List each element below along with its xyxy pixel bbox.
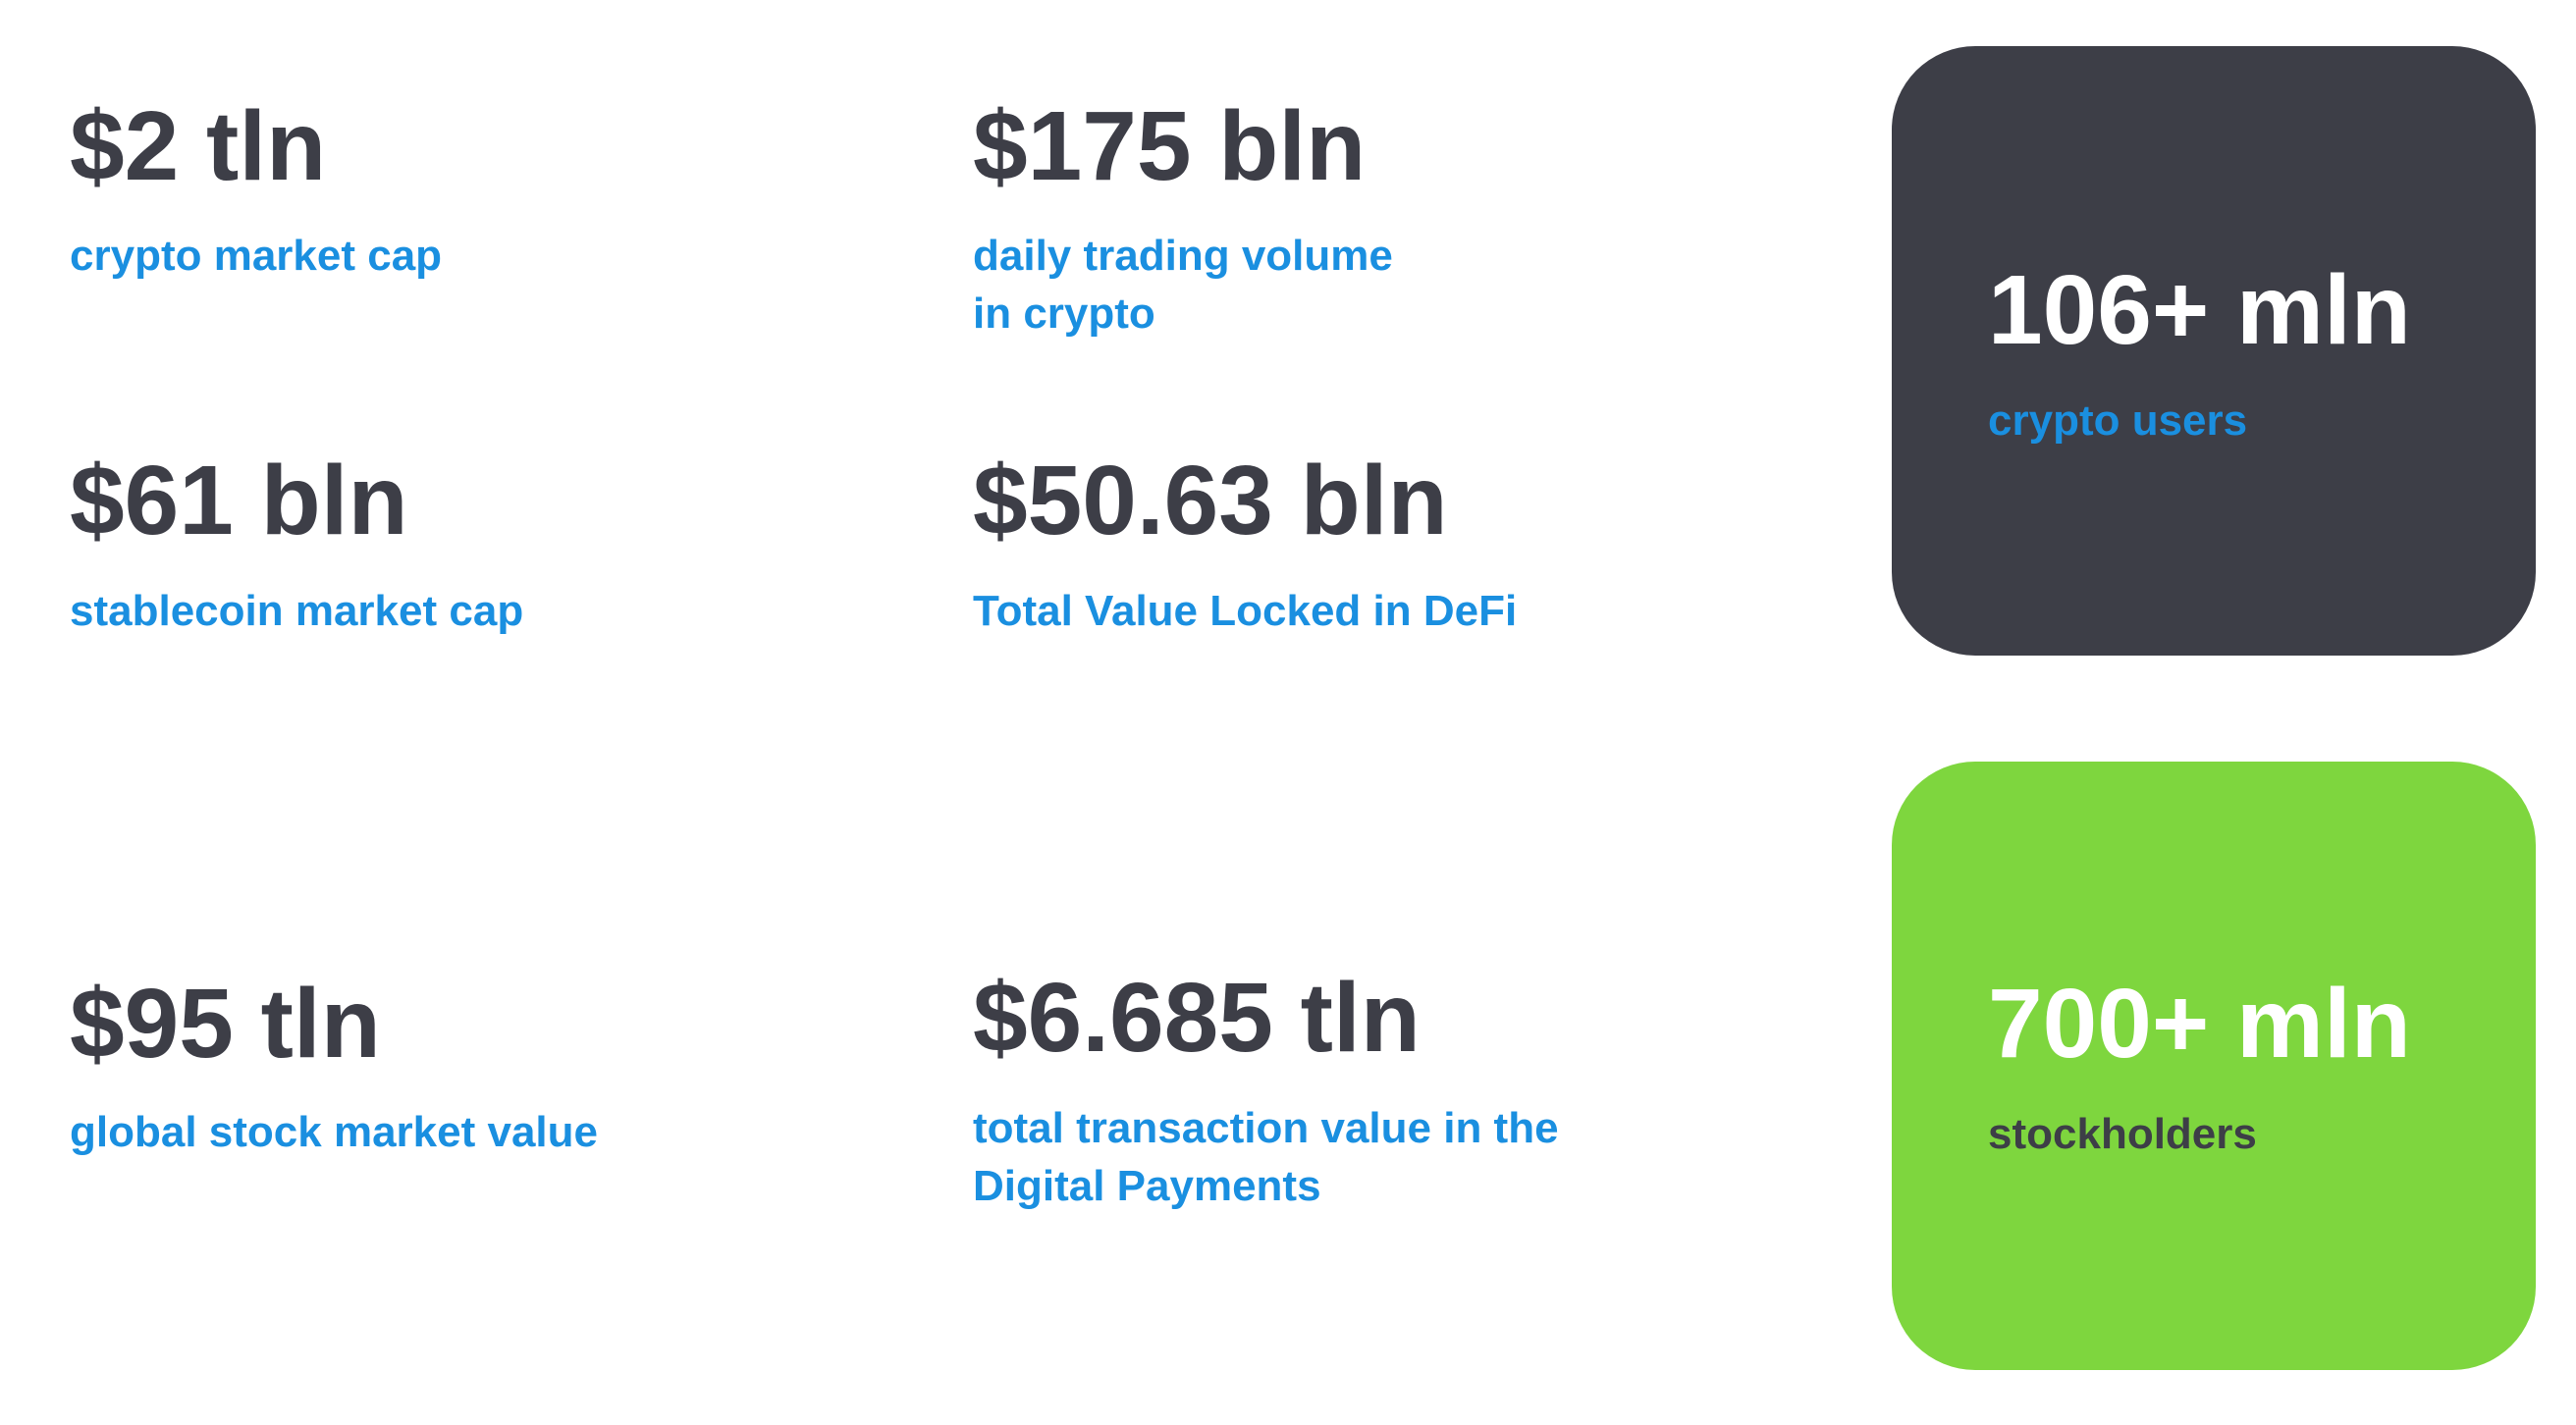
stat-label: total transaction value in the — [973, 1104, 1559, 1152]
card-value: 700+ mln — [1988, 969, 2411, 1079]
card-label: stockholders — [1988, 1110, 2257, 1158]
stat-label: stablecoin market cap — [70, 587, 523, 635]
card-value: 106+ mln — [1988, 255, 2411, 365]
stat-value: $95 tln — [70, 969, 381, 1079]
stat-value: $2 tln — [70, 91, 326, 201]
stat-label: Digital Payments — [973, 1162, 1321, 1210]
stat-label: global stock market value — [70, 1108, 598, 1156]
stat-value: $50.63 bln — [973, 446, 1448, 555]
stat-label: in crypto — [973, 290, 1155, 338]
card-label: crypto users — [1988, 396, 2247, 445]
stat-label: Total Value Locked in DeFi — [973, 587, 1517, 635]
crypto-users-card — [1892, 46, 2536, 656]
stat-value: $6.685 tln — [973, 963, 1421, 1073]
stat-label: crypto market cap — [70, 232, 442, 280]
stat-value: $61 bln — [70, 446, 408, 555]
stat-label: daily trading volume — [973, 232, 1393, 280]
stockholders-card — [1892, 762, 2536, 1370]
stat-value: $175 bln — [973, 91, 1366, 201]
